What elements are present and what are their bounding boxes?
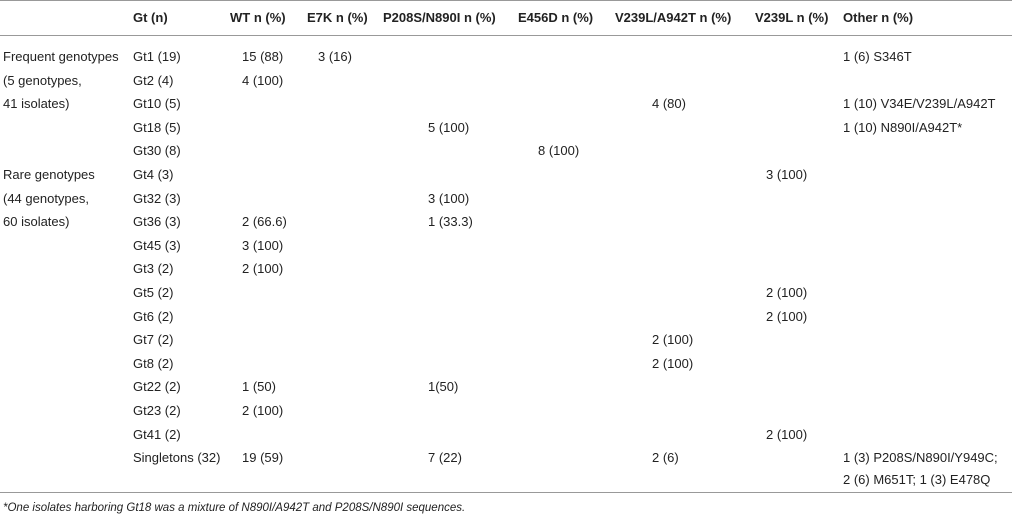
genotype: Gt18 (5) — [133, 119, 181, 135]
genotype: Gt8 (2) — [133, 355, 174, 371]
column-header: Gt (n) — [133, 10, 168, 25]
top-rule — [0, 0, 1012, 1]
group-label: (5 genotypes, — [3, 72, 82, 88]
cell: 2 (6) M651T; 1 (3) E478Q — [843, 472, 991, 488]
column-header: Other n (%) — [843, 10, 914, 25]
genotype: Gt22 (2) — [133, 379, 181, 395]
cell: 3 (100) — [766, 167, 808, 182]
genotype: Gt2 (4) — [133, 72, 174, 88]
genotype: Gt30 (8) — [133, 143, 181, 159]
cell: 3 (100) — [242, 237, 284, 253]
cell: 3 (100) — [428, 190, 470, 206]
footnote: *One isolates harboring Gt18 was a mixtu… — [3, 502, 466, 514]
group-label: (44 genotypes, — [3, 190, 90, 206]
cell: 2 (100) — [766, 285, 808, 300]
column-header: P208S/N890I n (%) — [383, 10, 496, 25]
cell: 2 (6) — [652, 450, 679, 466]
genotype: Gt41 (2) — [133, 426, 181, 442]
column-header: V239L n (%) — [755, 10, 829, 25]
cell: 4 (80) — [652, 96, 686, 112]
genotype: Gt32 (3) — [133, 190, 181, 206]
group-label: 60 isolates) — [3, 214, 70, 230]
cell: 1 (6) S346T — [843, 49, 912, 64]
cell: 1 (10) N890I/A942T* — [843, 119, 963, 135]
cell: 2 (100) — [766, 426, 808, 442]
cell: 2 (100) — [652, 332, 694, 348]
cell: 1(50) — [428, 379, 459, 395]
cell: 4 (100) — [242, 72, 284, 88]
cell: 7 (22) — [428, 450, 462, 466]
cell: 1 (10) V34E/V239L/A942T — [843, 96, 996, 112]
cell: 2 (100) — [242, 261, 284, 277]
group-label: Rare genotypes — [3, 167, 95, 182]
genotype: Gt45 (3) — [133, 237, 181, 253]
cell: 2 (100) — [652, 355, 694, 371]
group-label: 41 isolates) — [3, 96, 70, 112]
genotype: Gt10 (5) — [133, 96, 181, 112]
bottom-rule — [0, 492, 1012, 493]
cell: 1 (33.3) — [428, 214, 473, 230]
genotype: Singletons (32) — [133, 450, 221, 466]
genotype: Gt7 (2) — [133, 332, 174, 348]
column-header: V239L/A942T n (%) — [615, 10, 732, 25]
header-rule — [0, 35, 1012, 36]
cell: 1 (50) — [242, 379, 276, 395]
cell: 8 (100) — [538, 143, 580, 159]
genotype: Gt23 (2) — [133, 403, 181, 418]
cell: 2 (100) — [766, 308, 808, 324]
column-header: WT n (%) — [230, 10, 286, 25]
genotype: Gt1 (19) — [133, 49, 181, 64]
cell: 3 (16) — [318, 49, 352, 64]
cell: 15 (88) — [242, 49, 284, 64]
genotype: Gt36 (3) — [133, 214, 181, 230]
group-label: Frequent genotypes — [3, 49, 119, 64]
cell: 19 (59) — [242, 450, 284, 466]
column-header: E456D n (%) — [518, 10, 594, 25]
genotype: Gt4 (3) — [133, 167, 174, 182]
genotype: Gt5 (2) — [133, 285, 174, 300]
genotype: Gt3 (2) — [133, 261, 174, 277]
cell: 2 (100) — [242, 403, 284, 418]
genotype: Gt6 (2) — [133, 308, 174, 324]
cell: 1 (3) P208S/N890I/Y949C; — [843, 450, 998, 466]
column-header: E7K n (%) — [307, 10, 368, 25]
cell: 5 (100) — [428, 119, 470, 135]
cell: 2 (66.6) — [242, 214, 287, 230]
